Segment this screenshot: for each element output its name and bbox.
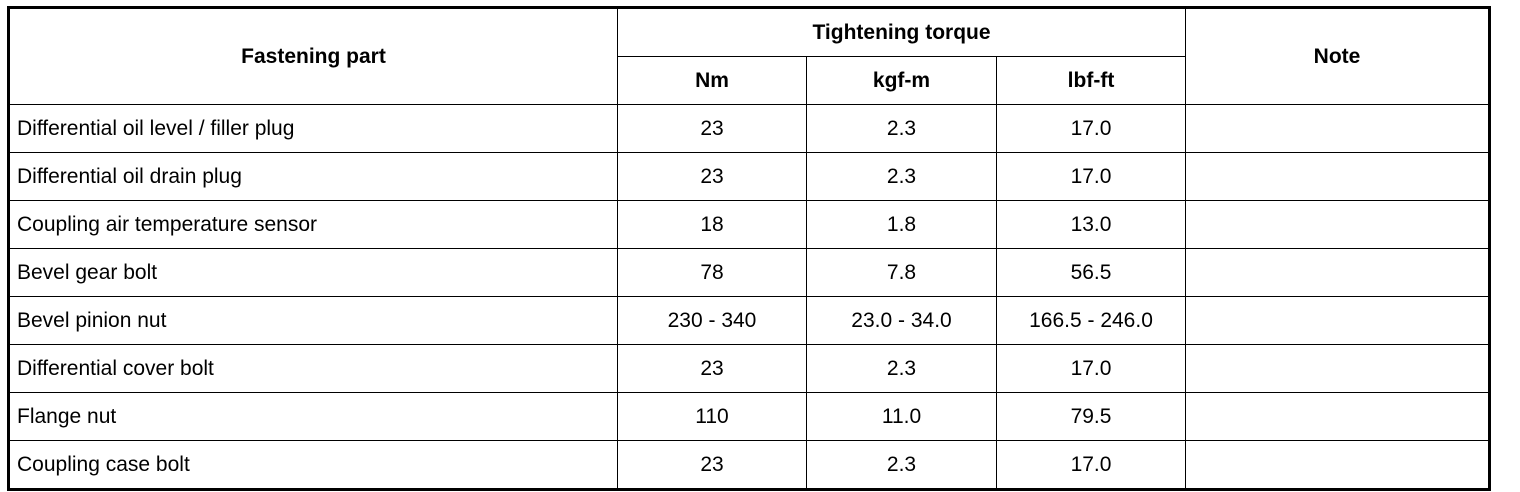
value-cell: 230 - 340: [617, 296, 807, 345]
part-cell: Coupling case bolt: [8, 440, 618, 490]
table-row: Bevel pinion nut 230 - 340 23.0 - 34.0 166.…: [8, 296, 1490, 345]
part-cell: Bevel pinion nut: [8, 296, 618, 345]
header-cell: lbf-ft: [996, 56, 1186, 105]
value-cell: 166.5 - 246.0: [996, 296, 1186, 345]
part-cell: Bevel gear bolt: [8, 248, 618, 297]
value-cell: 23: [617, 104, 807, 153]
value-cell: 78: [617, 248, 807, 297]
value-cell: 79.5: [996, 392, 1186, 441]
value-cell: 18: [617, 200, 807, 249]
table-row: Differential oil drain plug 23 2.3 17.0: [8, 152, 1490, 201]
value-cell: 17.0: [996, 152, 1186, 201]
header-cell: Note: [1185, 7, 1490, 105]
table-row: Differential oil level / filler plug 23 2.…: [8, 104, 1490, 153]
value-cell: 2.3: [806, 344, 997, 393]
value-cell: 1.8: [806, 200, 997, 249]
header-cell: Nm: [617, 56, 807, 105]
header-cell: Tightening torque: [617, 7, 1186, 57]
note-cell: [1185, 296, 1490, 345]
value-cell: 23: [617, 344, 807, 393]
part-cell: Differential oil level / filler plug: [8, 104, 618, 153]
value-cell: 17.0: [996, 344, 1186, 393]
part-cell: Coupling air temperature sensor: [8, 200, 618, 249]
part-cell: Differential cover bolt: [8, 344, 618, 393]
value-cell: 17.0: [996, 104, 1186, 153]
value-cell: 23: [617, 152, 807, 201]
value-cell: 11.0: [806, 392, 997, 441]
table-body: Differential oil level / filler plug 23 2.…: [8, 104, 1490, 490]
value-cell: 2.3: [806, 152, 997, 201]
table-row: Differential cover bolt 23 2.3 17.0: [8, 344, 1490, 393]
value-cell: 13.0: [996, 200, 1186, 249]
table-row: Flange nut 110 11.0 79.5: [8, 392, 1490, 441]
note-cell: [1185, 392, 1490, 441]
note-cell: [1185, 104, 1490, 153]
value-cell: 56.5: [996, 248, 1186, 297]
value-cell: 23.0 - 34.0: [806, 296, 997, 345]
value-cell: 23: [617, 440, 807, 490]
header-row: Fastening part Tightening torque Note: [8, 7, 1490, 105]
value-cell: 7.8: [806, 248, 997, 297]
table-row: Bevel gear bolt 78 7.8 56.5: [8, 248, 1490, 297]
part-cell: Flange nut: [8, 392, 618, 441]
note-cell: [1185, 344, 1490, 393]
torque-table: Fastening part Tightening torque Note Nm…: [7, 6, 1491, 491]
header-cell: kgf-m: [806, 56, 997, 105]
header-cell: Fastening part: [8, 7, 618, 105]
note-cell: [1185, 152, 1490, 201]
table-row: Coupling air temperature sensor 18 1.8 13.0: [8, 200, 1490, 249]
table-header: Fastening part Tightening torque Note Nm…: [8, 7, 1490, 105]
header-row: Nm kgf-m lbf-ft: [9, 56, 1490, 105]
note-cell: [1185, 248, 1490, 297]
value-cell: 110: [617, 392, 807, 441]
table-row: Coupling case bolt 23 2.3 17.0: [8, 440, 1490, 490]
note-cell: [1185, 440, 1490, 490]
note-cell: [1185, 200, 1490, 249]
part-cell: Differential oil drain plug: [8, 152, 618, 201]
value-cell: 2.3: [806, 104, 997, 153]
value-cell: 2.3: [806, 440, 997, 490]
value-cell: 17.0: [996, 440, 1186, 490]
